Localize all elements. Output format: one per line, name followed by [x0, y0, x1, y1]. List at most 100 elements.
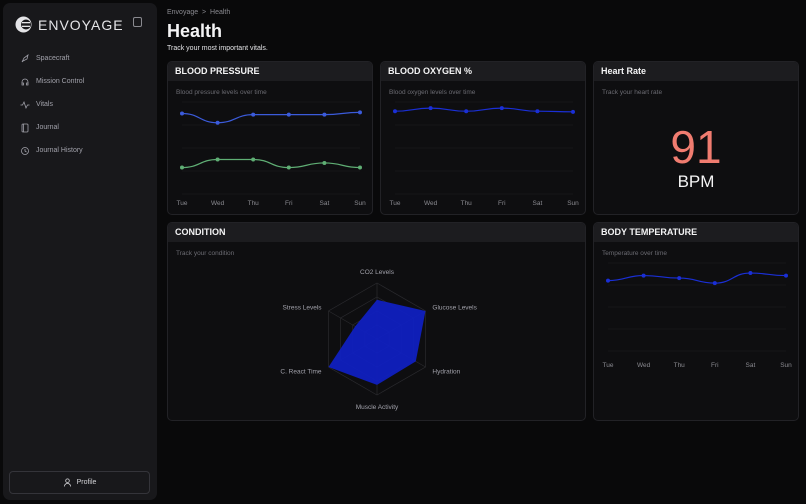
data-point[interactable] — [784, 273, 788, 278]
x-tick-label: Fri — [285, 200, 293, 207]
cond-chart: CO2 Levels Glucose Levels Hydration Muscle … — [280, 269, 477, 411]
card-title: BLOOD PRESSURE — [168, 62, 372, 81]
condition-card: CONDITION Track your condition CO2 Level… — [167, 222, 586, 421]
history-icon — [21, 146, 29, 155]
logo[interactable]: ENVOYAGE — [15, 16, 124, 33]
card-title: CONDITION — [168, 223, 585, 242]
profile-button[interactable]: Profile — [9, 471, 150, 494]
profile-label: Profile — [76, 479, 97, 486]
card-description: Track your heart rate — [602, 89, 663, 96]
data-point[interactable] — [215, 120, 220, 125]
radar-area[interactable] — [328, 299, 426, 385]
rocket-icon — [21, 53, 29, 62]
sidebar-item-spacecraft[interactable]: Spacecraft — [20, 47, 84, 70]
radar-label: CO2 Levels — [360, 269, 395, 276]
data-point[interactable] — [606, 278, 610, 283]
data-point[interactable] — [180, 165, 184, 170]
x-tick-label: Sat — [746, 362, 756, 369]
sidebar-item-label: Journal History — [36, 147, 83, 154]
radar-label: Muscle Activity — [356, 404, 399, 411]
data-point[interactable] — [358, 165, 362, 170]
breadcrumb-separator: > — [202, 9, 207, 16]
ox-chart: Tue Wed Thu Fri Sat Sun — [390, 101, 579, 207]
heart-rate-card: Heart Rate Track your heart rate 91 BPM — [593, 61, 799, 215]
collapse-sidebar-icon[interactable] — [133, 17, 142, 27]
sidebar-item-label: Journal — [36, 124, 59, 131]
envoyage-logo-icon — [15, 16, 32, 33]
x-tick-label: Sun — [567, 200, 579, 207]
x-tick-label: Tue — [390, 200, 401, 207]
data-point[interactable] — [677, 276, 682, 281]
series-line — [181, 158, 361, 169]
data-point[interactable] — [499, 106, 504, 111]
data-point[interactable] — [641, 273, 646, 278]
sidebar-item-vitals[interactable]: Vitals — [20, 93, 84, 116]
data-point[interactable] — [286, 165, 291, 170]
x-tick-label: Wed — [211, 200, 225, 207]
data-point[interactable] — [464, 109, 469, 114]
data-point[interactable] — [251, 157, 256, 162]
book-icon — [21, 123, 29, 132]
data-point[interactable] — [393, 109, 397, 114]
breadcrumb-root[interactable]: Envoyage — [167, 9, 199, 16]
data-point[interactable] — [215, 157, 220, 162]
x-tick-label: Thu — [248, 200, 260, 207]
x-tick-label: Fri — [498, 200, 506, 207]
x-tick-label: Fri — [711, 362, 719, 369]
x-tick-label: Sat — [320, 200, 330, 207]
bp-chart: Tue Wed Thu Fri Sat Sun — [177, 101, 366, 207]
blood-oxygen-card: BLOOD OXYGEN % Blood oxygen levels over … — [380, 61, 586, 215]
data-point[interactable] — [571, 109, 575, 114]
page-subtitle: Track your most important vitals. — [167, 45, 268, 52]
radar-label: Glucose Levels — [432, 305, 477, 312]
x-tick-label: Tue — [603, 362, 614, 369]
sidebar-item-mission-control[interactable]: Mission Control — [20, 70, 84, 93]
data-point[interactable] — [322, 160, 327, 165]
sidebar: ENVOYAGE Spacecraft Mission Control Vita… — [3, 3, 157, 500]
breadcrumb: Envoyage > Health — [167, 9, 230, 16]
data-point[interactable] — [535, 109, 540, 114]
x-tick-label: Wed — [637, 362, 651, 369]
x-tick-label: Thu — [461, 200, 473, 207]
data-point[interactable] — [748, 271, 753, 276]
series-line — [394, 107, 574, 113]
data-point[interactable] — [251, 112, 256, 117]
card-title: Heart Rate — [594, 62, 798, 81]
radar-label: Hydration — [432, 369, 460, 376]
data-point[interactable] — [286, 112, 291, 117]
page-title: Health — [167, 21, 223, 41]
card-description: Track your condition — [176, 250, 235, 257]
card-description: Blood pressure levels over time — [176, 89, 267, 96]
data-point[interactable] — [358, 110, 362, 115]
radar-label: C. React Time — [280, 369, 322, 376]
sidebar-item-journal[interactable]: Journal — [20, 116, 84, 139]
x-tick-label: Sat — [533, 200, 543, 207]
sidebar-item-journal-history[interactable]: Journal History — [20, 139, 84, 162]
sidebar-item-label: Spacecraft — [36, 55, 70, 62]
x-tick-label: Tue — [177, 200, 188, 207]
user-icon — [63, 478, 71, 487]
app-name: ENVOYAGE — [38, 16, 124, 33]
card-description: Blood oxygen levels over time — [389, 89, 476, 96]
series-line — [181, 111, 361, 124]
x-tick-label: Sun — [780, 362, 792, 369]
x-tick-label: Thu — [674, 362, 686, 369]
x-tick-label: Wed — [424, 200, 438, 207]
body-temperature-card: BODY TEMPERATURE Temperature over time T… — [593, 222, 799, 421]
data-point[interactable] — [712, 281, 717, 286]
heart-rate-value: 91 — [670, 121, 722, 173]
activity-icon — [20, 100, 30, 109]
headset-icon — [21, 78, 29, 85]
data-point[interactable] — [180, 111, 184, 116]
radar-label: Stress Levels — [283, 305, 323, 312]
series-line — [607, 272, 787, 284]
sidebar-item-label: Mission Control — [36, 78, 85, 85]
x-tick-label: Sun — [354, 200, 366, 207]
temp-chart: Tue Wed Thu Fri Sat Sun — [603, 262, 792, 369]
card-description: Temperature over time — [602, 250, 668, 257]
card-title: BLOOD OXYGEN % — [381, 62, 585, 81]
blood-pressure-card: BLOOD PRESSURE Blood pressure levels ove… — [167, 61, 373, 215]
sidebar-item-label: Vitals — [36, 101, 53, 108]
data-point[interactable] — [322, 112, 327, 117]
data-point[interactable] — [428, 106, 433, 111]
